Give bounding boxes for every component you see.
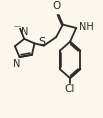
Text: S: S [38,37,45,47]
Text: O: O [52,2,60,11]
Text: NH: NH [79,22,94,32]
Text: N: N [21,27,28,37]
Text: N: N [13,59,21,69]
Text: —: — [14,23,21,29]
Text: N: N [16,24,17,25]
Text: Cl: Cl [65,84,75,94]
